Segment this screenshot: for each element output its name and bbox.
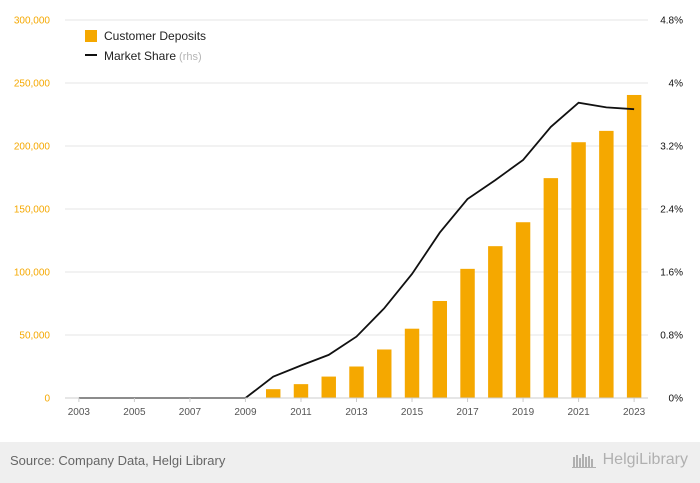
legend-label-deposits: Customer Deposits <box>104 29 206 43</box>
y-right-tick-label: 2.4% <box>660 205 683 216</box>
source-note: Source: Company Data, Helgi Library <box>10 453 226 468</box>
y-left-tick-label: 200,000 <box>14 142 51 153</box>
y-right-tick-label: 4% <box>669 79 684 90</box>
x-tick-label: 2007 <box>179 407 202 418</box>
x-tick-label: 2017 <box>456 407 479 418</box>
deposit-bar <box>377 349 392 398</box>
chart: 0 50,000 100,000 150,000 200,000 250,000 300,0… <box>14 16 683 419</box>
y-left-tick-label: 100,000 <box>14 268 51 279</box>
deposit-bar <box>321 376 336 398</box>
deposit-bar <box>404 328 420 398</box>
y-axis-right: 0% 0.8% 1.6% 2.4% 3.2% 4% 4.8% <box>660 16 683 405</box>
x-tick-label: 2015 <box>401 407 424 418</box>
footer: Source: Company Data, Helgi Library Helg… <box>0 442 700 483</box>
y-right-tick-label: 4.8% <box>660 16 683 27</box>
x-tick-label: 2005 <box>123 407 146 418</box>
x-tick-label: 2023 <box>623 407 646 418</box>
deposit-bar <box>488 246 503 398</box>
x-tick-label: 2003 <box>68 407 91 418</box>
legend-label-market-share: Market Share (rhs) <box>104 49 202 63</box>
y-left-tick-label: 300,000 <box>14 16 51 27</box>
deposit-bar <box>543 178 559 398</box>
y-left-tick-label: 50,000 <box>19 331 50 342</box>
legend: Customer Deposits Market Share (rhs) <box>85 29 206 63</box>
deposit-bar <box>265 389 281 398</box>
y-right-tick-label: 0% <box>669 394 684 405</box>
deposit-bar <box>293 384 309 398</box>
brand-name: HelgiLibrary <box>602 451 688 468</box>
library-icon <box>571 454 596 468</box>
deposit-bar <box>349 366 364 398</box>
deposit-bar <box>626 94 642 398</box>
brand-logo: HelgiLibrary <box>571 451 688 469</box>
x-tick-label: 2011 <box>290 407 312 418</box>
deposit-bar <box>515 222 531 398</box>
deposit-bar <box>571 142 586 398</box>
y-right-tick-label: 1.6% <box>660 268 683 279</box>
y-left-tick-label: 250,000 <box>14 79 51 90</box>
x-axis: 2003 2005 2007 2009 2011 2013 2015 2017 2019 2021… <box>68 398 646 418</box>
x-tick-label: 2009 <box>234 407 257 418</box>
deposit-bar <box>432 300 448 398</box>
x-tick-label: 2021 <box>567 407 590 418</box>
y-left-tick-label: 150,000 <box>14 205 51 216</box>
y-right-tick-label: 3.2% <box>660 141 683 152</box>
legend-swatch-deposits <box>85 30 97 42</box>
x-tick-label: 2013 <box>345 407 368 418</box>
y-right-tick-label: 0.8% <box>660 330 683 341</box>
deposit-bar <box>599 130 614 398</box>
grid <box>65 19 648 336</box>
x-tick-label: 2019 <box>512 407 535 418</box>
y-axis-left: 0 50,000 100,000 150,000 200,000 250,000 300,0… <box>14 16 51 405</box>
bar-series <box>265 94 642 398</box>
y-left-tick-label: 0 <box>44 394 50 405</box>
deposit-bar <box>460 268 475 398</box>
